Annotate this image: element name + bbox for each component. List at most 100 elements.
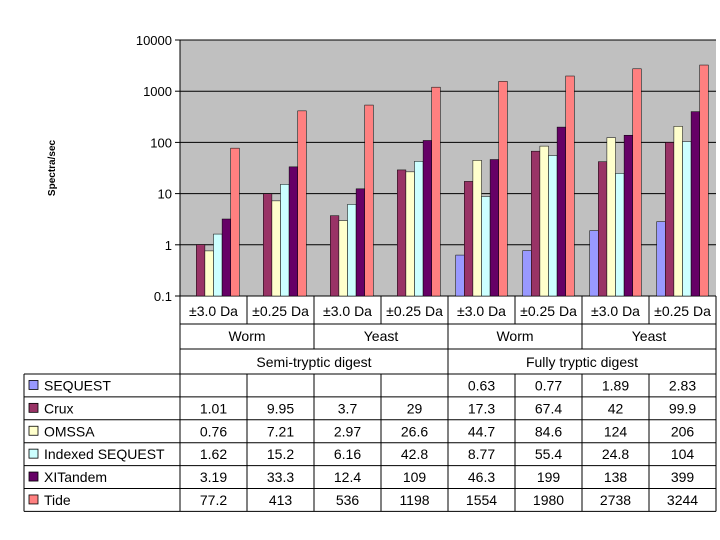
data-label: 6.16: [334, 446, 361, 462]
data-label: 46.3: [468, 469, 495, 485]
organism-label: Worm: [496, 328, 533, 344]
bar-crux: [464, 181, 474, 297]
bar-xitandem: [288, 166, 298, 297]
data-label: 1.89: [602, 377, 629, 393]
data-label: 1.01: [200, 400, 227, 416]
legend-key: [28, 402, 39, 413]
bar-omssa: [271, 200, 281, 297]
legend-key: [28, 380, 39, 390]
bar-indexed-sequest: [548, 155, 558, 297]
bar-crux: [263, 193, 273, 297]
y-tick-label: 10000: [136, 33, 172, 48]
data-label: 67.4: [535, 400, 562, 416]
data-label: 3244: [667, 492, 698, 508]
data-label: 0.63: [468, 377, 495, 393]
data-label: 15.2: [267, 446, 294, 462]
x-tick-label: ±3.0 Da: [457, 303, 506, 319]
y-tick-label: 100: [150, 135, 172, 150]
bar-sequest: [656, 221, 666, 297]
bar-omssa: [338, 220, 348, 297]
bar-tide: [699, 64, 709, 297]
data-label: 42: [608, 400, 624, 416]
x-tick-label: ±0.25 Da: [654, 303, 711, 319]
data-label: 1980: [533, 492, 564, 508]
organism-label: Yeast: [632, 328, 667, 344]
data-label: 84.6: [535, 423, 562, 439]
x-tick-label: ±3.0 Da: [189, 303, 238, 319]
bar-omssa: [606, 137, 616, 297]
data-label: 17.3: [468, 400, 495, 416]
data-label: 0.77: [535, 377, 562, 393]
legend-key: [28, 494, 39, 505]
legend-label: Tide: [44, 492, 71, 508]
bar-crux: [531, 150, 541, 297]
y-tick-label: 0.1: [154, 289, 172, 304]
data-label: 24.8: [602, 446, 629, 462]
bar-xitandem: [221, 218, 231, 297]
bar-xitandem: [556, 126, 566, 297]
data-label: 104: [671, 446, 695, 462]
data-label: 2738: [600, 492, 631, 508]
bar-indexed-sequest: [615, 173, 625, 297]
bar-omssa: [204, 250, 214, 297]
legend-label: SEQUEST: [44, 377, 111, 393]
data-label: 1554: [466, 492, 497, 508]
bar-xitandem: [422, 140, 432, 297]
y-axis-label: Spectra/sec: [47, 139, 58, 196]
legend-label: Indexed SEQUEST: [44, 446, 165, 462]
y-tick-label: 1: [165, 238, 172, 253]
bar-indexed-sequest: [280, 184, 290, 297]
data-label: 413: [269, 492, 293, 508]
data-label: 29: [407, 400, 423, 416]
data-label: 8.77: [468, 446, 495, 462]
bar-indexed-sequest: [682, 141, 692, 297]
data-label: 99.9: [669, 400, 696, 416]
digest-label: Semi-tryptic digest: [256, 354, 371, 370]
bar-omssa: [472, 160, 482, 297]
y-tick-label: 10: [158, 187, 172, 202]
x-tick-label: ±3.0 Da: [323, 303, 372, 319]
x-tick-label: ±0.25 Da: [520, 303, 577, 319]
bar-indexed-sequest: [347, 204, 357, 297]
data-label: 206: [671, 423, 695, 439]
bar-xitandem: [355, 188, 365, 297]
data-label: 42.8: [401, 446, 428, 462]
bar-omssa: [539, 145, 549, 297]
bar-indexed-sequest: [213, 233, 223, 297]
bar-tide: [364, 104, 374, 297]
bar-crux: [330, 215, 340, 297]
bar-tide: [431, 86, 441, 297]
legend-label: XITandem: [44, 469, 107, 485]
bar-omssa: [673, 126, 683, 297]
data-label: 3.19: [200, 469, 227, 485]
organism-label: Yeast: [364, 328, 399, 344]
bar-sequest: [455, 254, 465, 297]
data-label: 44.7: [468, 423, 495, 439]
data-label: 26.6: [401, 423, 428, 439]
bars: [196, 64, 709, 297]
bar-xitandem: [623, 134, 633, 297]
data-label: 33.3: [267, 469, 294, 485]
x-tick-label: ±0.25 Da: [386, 303, 443, 319]
data-label: 0.76: [200, 423, 227, 439]
data-label: 536: [336, 492, 360, 508]
data-label: 199: [537, 469, 561, 485]
data-label: 55.4: [535, 446, 562, 462]
bar-crux: [196, 244, 206, 297]
legend-label: Crux: [44, 400, 74, 416]
bar-omssa: [405, 171, 415, 297]
data-label: 12.4: [334, 469, 361, 485]
data-label: 138: [604, 469, 628, 485]
data-label: 77.2: [200, 492, 227, 508]
bar-tide: [297, 110, 307, 297]
data-label: 399: [671, 469, 695, 485]
digest-label: Fully tryptic digest: [526, 354, 638, 370]
legend-key: [28, 471, 39, 482]
y-axis: 0.1 1 10 100 1000 10000: [136, 33, 181, 304]
data-label: 7.21: [267, 423, 294, 439]
bar-crux: [397, 169, 407, 297]
bar-crux: [665, 142, 675, 297]
bar-indexed-sequest: [481, 196, 491, 297]
data-label: 1.62: [200, 446, 227, 462]
